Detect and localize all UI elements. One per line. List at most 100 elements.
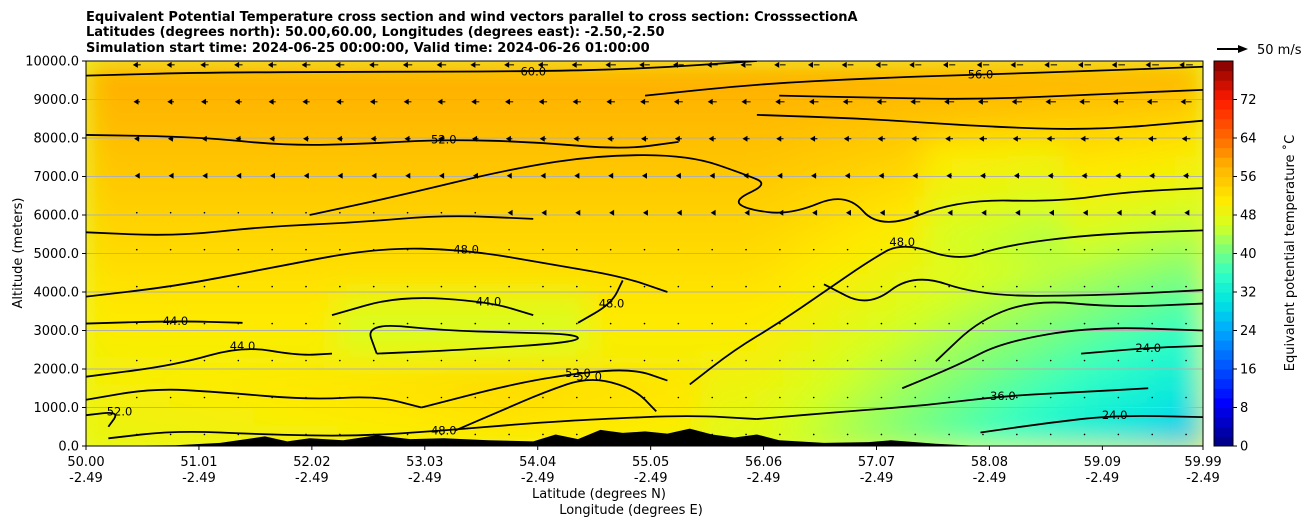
wind-vector	[779, 248, 781, 251]
wind-vector	[1083, 248, 1086, 251]
wind-vector	[406, 211, 409, 214]
colorbar-band	[1214, 263, 1233, 274]
contour-6	[86, 215, 534, 236]
wind-vector	[505, 98, 514, 105]
wind-vector	[134, 172, 140, 179]
colorbar-band	[1214, 61, 1233, 72]
wind-vector	[203, 359, 206, 362]
colorbar-band	[1214, 330, 1233, 341]
wind-vector	[1117, 322, 1120, 325]
colorbar-band	[1214, 301, 1233, 312]
wind-vector	[202, 172, 208, 179]
wind-vector	[267, 61, 277, 68]
wind-vector	[948, 248, 950, 251]
contour-label: 44.0	[476, 295, 502, 309]
wind-vector	[675, 172, 681, 179]
wind-vector	[1116, 209, 1122, 216]
wind-vector	[779, 396, 781, 399]
wind-vector	[740, 61, 752, 68]
wind-vector	[169, 322, 172, 325]
y-tick-label: 3000.0	[34, 324, 80, 339]
wind-vector	[440, 359, 443, 362]
wind-vector	[914, 248, 917, 251]
wind-vector	[268, 98, 276, 105]
wind-vector	[337, 172, 343, 179]
wind-vector	[339, 248, 341, 251]
wind-vector	[775, 98, 785, 105]
contour-line	[86, 134, 679, 149]
wind-vector	[674, 135, 682, 142]
wind-vector	[1080, 135, 1089, 142]
wind-vector	[977, 98, 989, 105]
wind-vector	[1185, 359, 1187, 362]
wind-vector	[508, 322, 510, 325]
wind-vector	[910, 98, 921, 105]
contour-label: 56.0	[968, 67, 994, 81]
wind-vector	[369, 98, 378, 105]
wind-vector	[744, 209, 750, 216]
wind-vector	[1185, 322, 1187, 325]
wind-vector	[711, 248, 713, 251]
wind-vector	[1012, 135, 1021, 142]
contour-line	[935, 301, 1203, 362]
wind-vector	[1016, 248, 1018, 251]
wind-vector	[779, 433, 781, 436]
x-tick-label-lat: 59.99	[1184, 455, 1221, 470]
x-tick-label-lon: -2.49	[1086, 471, 1120, 486]
wind-vector	[1151, 396, 1154, 399]
wind-vector	[336, 98, 344, 105]
wind-vector	[1011, 98, 1022, 105]
wind-vector	[203, 396, 206, 399]
wind-vector	[948, 359, 950, 362]
wind-vector	[339, 322, 341, 325]
contour-line	[86, 247, 668, 298]
contour-line	[369, 325, 579, 355]
colorbar-tick-label: 8	[1240, 401, 1248, 416]
wind-vector	[1049, 322, 1052, 325]
contour-line	[901, 327, 1203, 390]
colorbar-band	[1214, 138, 1233, 149]
wind-vector	[1015, 209, 1021, 216]
wind-vector	[474, 285, 477, 288]
wind-vector	[134, 135, 140, 142]
colorbar-band	[1214, 407, 1233, 418]
wind-vector	[372, 359, 375, 362]
wind-vector	[880, 359, 883, 362]
wind-vector	[1045, 98, 1056, 105]
colorbar-tick-label: 16	[1240, 363, 1257, 378]
wind-vector	[607, 135, 615, 142]
wind-vector	[774, 61, 786, 68]
wind-vector	[779, 285, 781, 288]
wind-vector	[810, 135, 818, 142]
wind-vector	[982, 359, 984, 362]
wind-vector	[1151, 322, 1154, 325]
wind-vector	[948, 322, 950, 325]
wind-vector	[1049, 396, 1052, 399]
wind-vector	[436, 61, 447, 68]
colorbar-tick-label: 56	[1240, 170, 1257, 185]
y-tick-label: 4000.0	[34, 286, 80, 301]
wind-vector	[305, 248, 307, 251]
wind-vector	[1016, 285, 1018, 288]
wind-vector	[440, 285, 443, 288]
y-tick-label: 10000.0	[25, 55, 79, 70]
wind-vector	[506, 172, 512, 179]
wind-vector	[505, 135, 513, 142]
wind-vector	[812, 209, 818, 216]
wind-vector	[1183, 172, 1190, 179]
wind-vector	[305, 285, 307, 288]
wind-vector	[1185, 433, 1187, 436]
wind-vector	[200, 61, 209, 68]
contour-8: 48.0	[577, 280, 624, 324]
colorbar-band	[1214, 234, 1233, 245]
contour-11: 44.0	[331, 295, 534, 316]
wind-vector	[133, 98, 141, 105]
wind-vector	[305, 211, 307, 214]
wind-vector	[846, 322, 849, 325]
contour-line	[454, 379, 657, 432]
wind-vector	[876, 98, 887, 105]
wind-vector	[980, 172, 986, 179]
wind-vector	[643, 248, 646, 251]
wind-vector	[707, 98, 717, 105]
wind-vector	[540, 172, 546, 179]
